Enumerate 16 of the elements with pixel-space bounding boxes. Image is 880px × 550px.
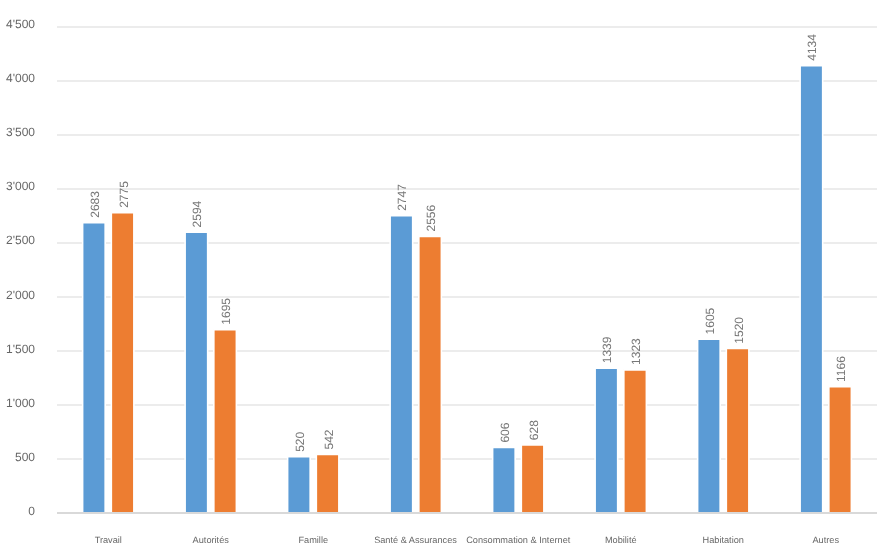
bar xyxy=(389,214,414,513)
bar xyxy=(696,338,721,513)
bar xyxy=(418,235,443,513)
bar xyxy=(315,453,340,513)
bar xyxy=(286,455,311,513)
bar xyxy=(184,231,209,513)
bar xyxy=(799,64,824,513)
bar xyxy=(213,328,238,513)
bar xyxy=(110,211,135,513)
bar xyxy=(725,347,750,513)
bar xyxy=(828,386,853,513)
bar xyxy=(594,367,619,513)
bar xyxy=(81,221,106,513)
bar xyxy=(520,444,545,513)
bar xyxy=(623,369,648,513)
bar xyxy=(491,446,516,513)
